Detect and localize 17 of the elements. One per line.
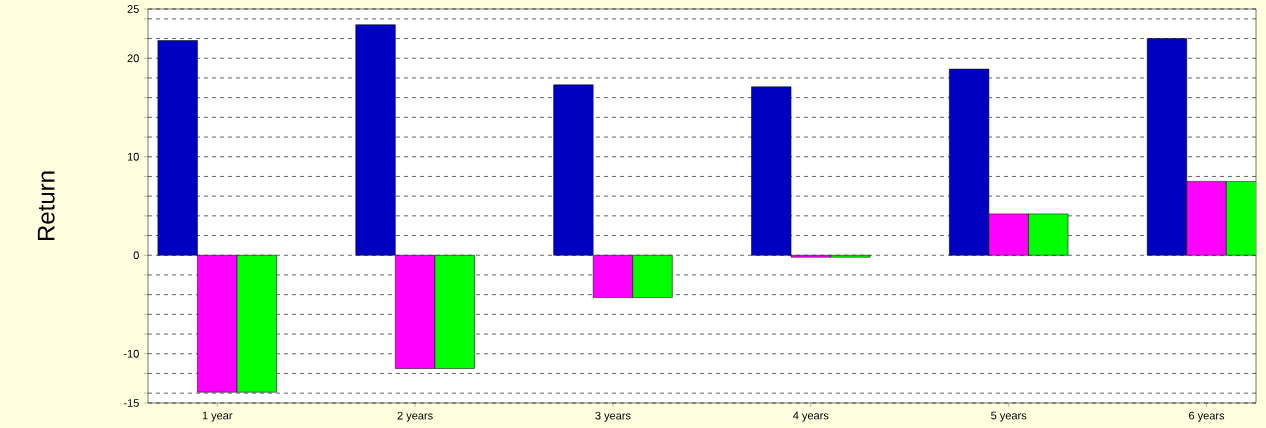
y-tick-label: 0: [133, 251, 139, 260]
y-axis-title: Return: [37, 171, 55, 241]
y-tick-label: 10: [127, 152, 139, 161]
bar: [434, 254, 475, 369]
bar: [1028, 213, 1069, 256]
x-tick-label: 1 year: [202, 411, 233, 422]
x-tick-label: 5 years: [991, 411, 1027, 422]
x-tick-label: 2 years: [397, 411, 433, 422]
y-tick-label: -15: [123, 399, 139, 407]
y-tick-label: 25: [127, 5, 139, 13]
x-tick-label: 6 years: [1189, 411, 1225, 422]
bar: [632, 254, 673, 298]
x-tick-label: 3 years: [595, 411, 631, 422]
x-tick-label: 4 years: [793, 411, 829, 422]
bar: [236, 254, 277, 393]
y-tick-label: -10: [123, 349, 139, 358]
y-tick-label: 20: [127, 54, 139, 63]
